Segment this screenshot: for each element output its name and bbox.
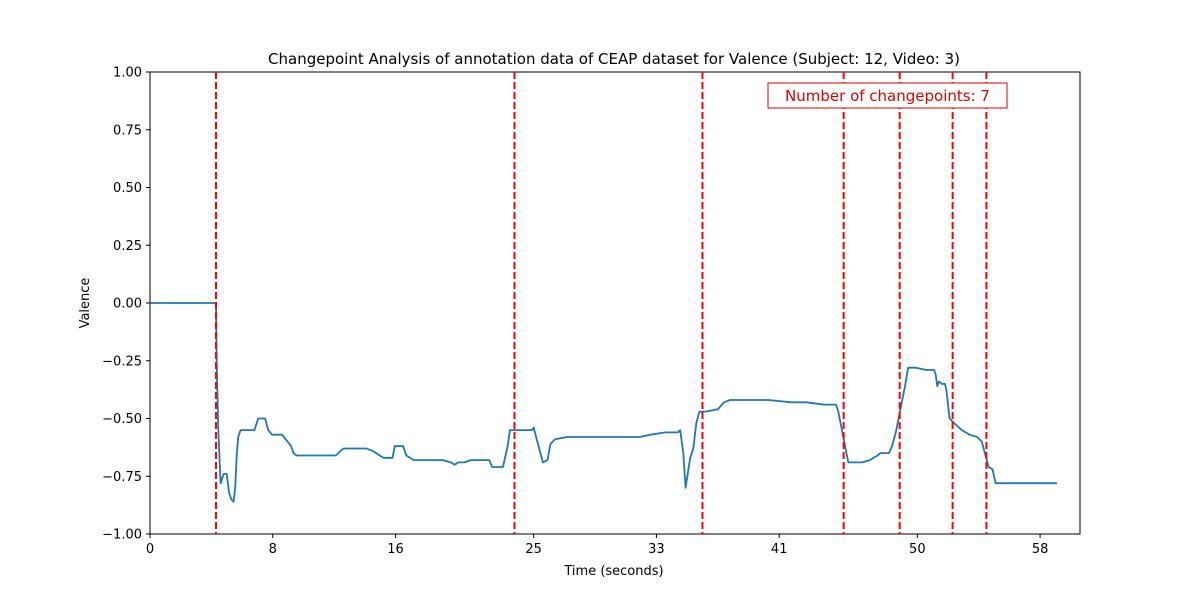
- y-tick-label: 0.50: [113, 181, 142, 196]
- x-tick-label: 41: [771, 542, 788, 557]
- changepoints-layer: [214, 72, 988, 534]
- x-tick-label: 16: [387, 542, 404, 557]
- annotation-text: Number of changepoints: 7: [785, 87, 990, 105]
- series-layer: [150, 302, 1057, 503]
- y-tick-label: 0.00: [113, 297, 142, 312]
- x-tick-label: 33: [648, 542, 665, 557]
- y-tick-label: −0.75: [102, 470, 142, 485]
- changepoint-count-annotation: Number of changepoints: 7: [767, 82, 1008, 109]
- y-axis: 1.00 0.75 0.50 0.25 0.00 −0.25 −0.50 −0.75 −1.00: [102, 66, 150, 543]
- x-tick-label: 58: [1032, 542, 1049, 557]
- y-tick-label: 0.75: [113, 123, 142, 138]
- y-tick-label: −0.25: [102, 354, 142, 369]
- x-tick-label: 25: [525, 542, 542, 557]
- annotation-box: [767, 82, 1008, 109]
- x-tick-label: 8: [269, 542, 277, 557]
- y-axis-label: Valence: [78, 278, 93, 329]
- chart-title: Changepoint Analysis of annotation data …: [268, 50, 960, 68]
- x-axis: 0 8 16 25 33 41 50 58: [146, 534, 1049, 557]
- plot-area: [149, 71, 1081, 535]
- y-tick-label: −1.00: [102, 528, 142, 543]
- x-tick-label: 0: [146, 542, 154, 557]
- x-tick-label: 50: [909, 542, 926, 557]
- y-tick-label: 0.25: [113, 239, 142, 254]
- y-tick-label: −0.50: [102, 412, 142, 427]
- y-tick-label: 1.00: [113, 66, 142, 81]
- valence-series-line: [150, 302, 1057, 503]
- x-axis-label: Time (seconds): [563, 564, 663, 579]
